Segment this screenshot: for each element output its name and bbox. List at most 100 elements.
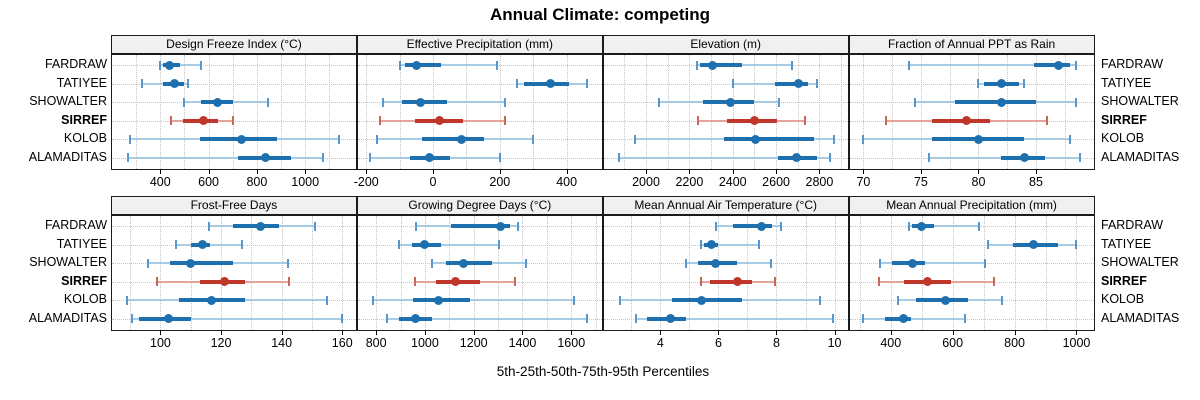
whisker-cap: [431, 258, 434, 268]
whisker-cap: [1075, 240, 1078, 249]
median-dot: [219, 277, 229, 286]
box-25-75: [233, 224, 279, 228]
axis-tick: [281, 330, 283, 335]
whisker-cap: [908, 60, 911, 70]
whisker-cap: [1069, 134, 1072, 144]
axis-tick-label: 800: [365, 336, 387, 350]
axis-tick-label: -200: [353, 175, 379, 189]
axis-tick: [776, 330, 778, 335]
whisker-5-95: [701, 243, 760, 246]
whisker-cap: [769, 258, 772, 268]
median-dot: [433, 295, 443, 305]
axis-tick-label: 140: [271, 336, 293, 350]
median-dot: [711, 258, 721, 268]
axis-tick-label: 1000: [411, 336, 439, 350]
whisker-cap: [386, 314, 389, 323]
whisker-cap: [914, 97, 917, 107]
whisker-cap: [984, 258, 987, 268]
gridline: [160, 55, 162, 169]
axis-tick-label: 1000: [1062, 336, 1091, 350]
median-dot: [666, 314, 676, 323]
box-25-75: [932, 118, 990, 123]
gridline: [449, 216, 451, 330]
site-label-left: TATIYEE: [56, 75, 107, 90]
gridline: [571, 216, 573, 330]
gridline: [1045, 216, 1047, 330]
axis-tick: [646, 169, 648, 174]
axis-tick-label: 400: [880, 336, 902, 350]
site-label-left: SIRREF: [61, 273, 107, 288]
panel: [602, 215, 849, 331]
axis-tick: [863, 169, 865, 174]
median-dot: [170, 79, 180, 88]
gridline: [983, 216, 985, 330]
median-dot: [456, 134, 466, 144]
gridline: [1007, 55, 1009, 169]
axis-tick: [522, 330, 524, 335]
median-dot: [459, 258, 469, 268]
whisker-cap: [503, 97, 506, 107]
whisker-cap: [987, 240, 990, 249]
whisker-5-95: [372, 299, 574, 301]
whisker-cap: [129, 134, 132, 144]
gridline: [660, 216, 662, 330]
gridline: [754, 55, 756, 169]
axis-tick-label: 0: [429, 175, 437, 189]
box-25-75: [445, 261, 492, 265]
gridline: [305, 55, 307, 169]
axis-tick-label: 800: [246, 175, 268, 189]
gridline: [849, 318, 1094, 320]
whisker-cap: [369, 153, 372, 162]
whisker-cap: [658, 97, 661, 107]
whisker-cap: [126, 153, 129, 162]
gridline: [208, 55, 210, 169]
whisker-cap: [861, 314, 864, 323]
median-dot: [198, 240, 208, 249]
panel: [111, 215, 357, 331]
axis-tick: [424, 330, 426, 335]
median-dot: [996, 79, 1006, 88]
axis-tick: [978, 169, 980, 174]
median-dot: [1019, 153, 1029, 162]
whisker-cap: [378, 116, 381, 125]
whisker-cap: [908, 221, 911, 231]
gridline: [849, 244, 1094, 246]
axis-tick: [433, 169, 435, 174]
median-dot: [546, 79, 556, 88]
panel-strip-title: Growing Degree Days (°C): [356, 196, 603, 215]
whisker-cap: [525, 258, 528, 268]
box-25-75: [1033, 63, 1071, 67]
whisker-cap: [495, 60, 498, 70]
whisker-cap: [634, 314, 637, 323]
axis-tick: [660, 330, 662, 335]
gridline: [221, 216, 223, 330]
whisker-5-95: [879, 262, 986, 264]
axis-tick: [305, 169, 307, 174]
whisker-cap: [498, 240, 501, 249]
site-label-right: FARDRAW: [1101, 218, 1164, 232]
whisker-cap: [1001, 295, 1004, 305]
gridline: [776, 55, 778, 169]
whisker-cap: [207, 221, 210, 231]
whisker-cap: [398, 240, 401, 249]
gridline: [251, 216, 253, 330]
whisker-cap: [774, 277, 777, 286]
whisker-cap: [819, 295, 822, 305]
gridline: [863, 55, 865, 169]
panel-strip-title: Frost-Free Days: [111, 196, 357, 215]
median-dot: [757, 221, 767, 231]
whisker-cap: [313, 221, 316, 231]
panel-strip-title: Effective Precipitation (mm): [356, 35, 603, 54]
whisker-cap: [514, 277, 517, 286]
axis-tick: [221, 330, 223, 335]
whisker-cap: [498, 153, 501, 162]
median-dot: [425, 153, 435, 162]
axis-tick-label: 10: [827, 336, 842, 350]
gridline: [366, 55, 368, 169]
median-dot: [706, 240, 716, 249]
site-label-right: SHOWALTER: [1101, 255, 1179, 269]
panel-strip-title: Mean Annual Precipitation (mm): [848, 196, 1095, 215]
median-dot: [792, 153, 802, 162]
whisker-cap: [515, 79, 518, 88]
gridline: [232, 55, 234, 169]
